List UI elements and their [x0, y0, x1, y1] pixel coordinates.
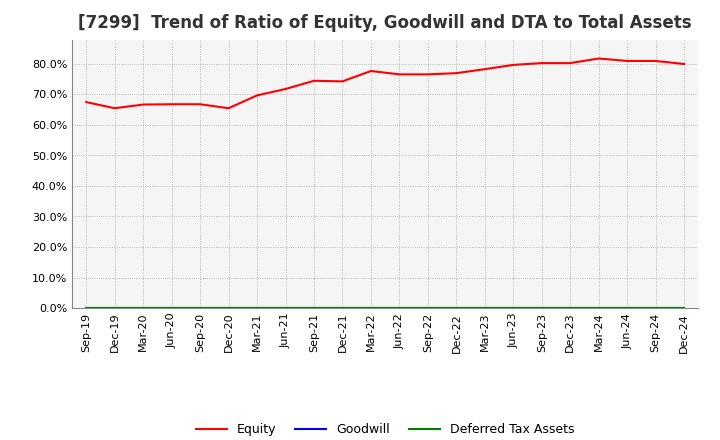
Equity	[509, 62, 518, 68]
Goodwill	[196, 305, 204, 311]
Deferred Tax Assets	[537, 305, 546, 311]
Goodwill	[395, 305, 404, 311]
Deferred Tax Assets	[366, 305, 375, 311]
Deferred Tax Assets	[509, 305, 518, 311]
Deferred Tax Assets	[338, 305, 347, 311]
Deferred Tax Assets	[139, 305, 148, 311]
Goodwill	[253, 305, 261, 311]
Deferred Tax Assets	[480, 305, 489, 311]
Equity	[537, 60, 546, 66]
Equity	[423, 72, 432, 77]
Title: [7299]  Trend of Ratio of Equity, Goodwill and DTA to Total Assets: [7299] Trend of Ratio of Equity, Goodwil…	[78, 15, 692, 33]
Equity	[196, 102, 204, 107]
Deferred Tax Assets	[225, 305, 233, 311]
Goodwill	[509, 305, 518, 311]
Deferred Tax Assets	[82, 305, 91, 311]
Equity	[225, 106, 233, 111]
Goodwill	[623, 305, 631, 311]
Equity	[595, 56, 603, 61]
Equity	[366, 68, 375, 73]
Deferred Tax Assets	[310, 305, 318, 311]
Line: Equity: Equity	[86, 59, 684, 108]
Equity	[82, 99, 91, 105]
Legend: Equity, Goodwill, Deferred Tax Assets: Equity, Goodwill, Deferred Tax Assets	[191, 418, 580, 440]
Goodwill	[452, 305, 461, 311]
Goodwill	[167, 305, 176, 311]
Goodwill	[423, 305, 432, 311]
Deferred Tax Assets	[423, 305, 432, 311]
Equity	[253, 93, 261, 98]
Deferred Tax Assets	[196, 305, 204, 311]
Equity	[480, 66, 489, 72]
Goodwill	[282, 305, 290, 311]
Deferred Tax Assets	[680, 305, 688, 311]
Deferred Tax Assets	[167, 305, 176, 311]
Equity	[652, 59, 660, 64]
Deferred Tax Assets	[652, 305, 660, 311]
Deferred Tax Assets	[452, 305, 461, 311]
Equity	[338, 79, 347, 84]
Equity	[167, 102, 176, 107]
Goodwill	[652, 305, 660, 311]
Goodwill	[338, 305, 347, 311]
Deferred Tax Assets	[566, 305, 575, 311]
Equity	[623, 59, 631, 64]
Goodwill	[680, 305, 688, 311]
Goodwill	[82, 305, 91, 311]
Deferred Tax Assets	[253, 305, 261, 311]
Goodwill	[537, 305, 546, 311]
Equity	[310, 78, 318, 84]
Equity	[110, 106, 119, 111]
Deferred Tax Assets	[282, 305, 290, 311]
Equity	[452, 70, 461, 76]
Goodwill	[110, 305, 119, 311]
Goodwill	[310, 305, 318, 311]
Equity	[395, 72, 404, 77]
Goodwill	[225, 305, 233, 311]
Goodwill	[566, 305, 575, 311]
Goodwill	[480, 305, 489, 311]
Equity	[680, 61, 688, 66]
Deferred Tax Assets	[395, 305, 404, 311]
Equity	[139, 102, 148, 107]
Goodwill	[139, 305, 148, 311]
Deferred Tax Assets	[595, 305, 603, 311]
Deferred Tax Assets	[110, 305, 119, 311]
Equity	[282, 86, 290, 92]
Deferred Tax Assets	[623, 305, 631, 311]
Goodwill	[595, 305, 603, 311]
Goodwill	[366, 305, 375, 311]
Equity	[566, 60, 575, 66]
